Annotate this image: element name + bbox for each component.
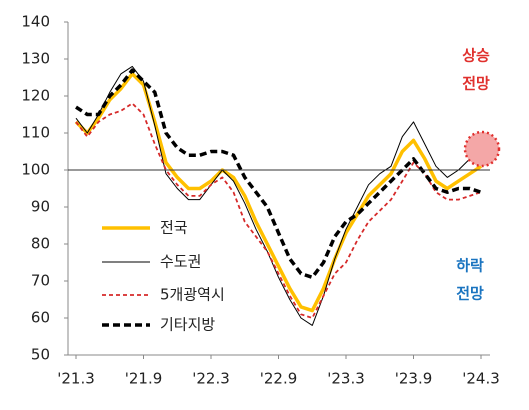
annotation: 하락 — [456, 257, 484, 275]
highlight-circle — [463, 130, 501, 168]
y-tick-label: 120 — [21, 87, 50, 105]
annotation: 상승 — [462, 47, 490, 65]
annotation: 전망 — [462, 75, 490, 93]
x-tick-label: '21.3 — [57, 370, 95, 388]
annotation: 전망 — [456, 285, 484, 303]
legend-label: 5개광역시 — [160, 286, 225, 304]
y-tick-label: 90 — [31, 198, 50, 216]
x-tick-label: '22.9 — [260, 370, 298, 388]
legend-label: 기타지방 — [160, 316, 215, 334]
x-tick-label: '21.9 — [125, 370, 163, 388]
legend-label: 전국 — [160, 219, 188, 237]
y-tick-label: 100 — [21, 161, 50, 179]
x-tick-label: '24.3 — [462, 370, 500, 388]
y-tick-label: 60 — [31, 309, 50, 327]
y-tick-label: 50 — [31, 346, 50, 364]
x-tick-label: '23.3 — [327, 370, 365, 388]
y-tick-label: 140 — [21, 13, 50, 31]
y-tick-label: 110 — [21, 124, 50, 142]
y-tick-label: 70 — [31, 272, 50, 290]
series-line — [75, 68, 482, 280]
legend-label: 수도권 — [160, 253, 201, 271]
series-line — [74, 72, 482, 313]
y-tick-label: 80 — [31, 235, 50, 253]
y-tick-label: 130 — [21, 50, 50, 68]
x-tick-label: '23.9 — [395, 370, 433, 388]
x-tick-label: '22.3 — [192, 370, 230, 388]
series-line — [75, 102, 482, 319]
series-line — [75, 65, 482, 326]
